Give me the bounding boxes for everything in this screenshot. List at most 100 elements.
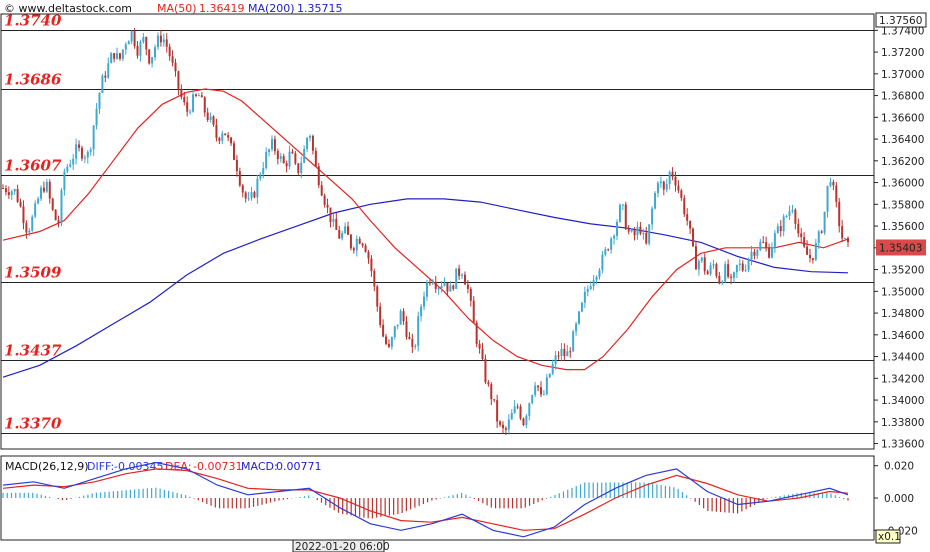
candle-body-206 (604, 249, 607, 255)
candle-body-120 (352, 248, 355, 251)
candle-body-241 (706, 271, 709, 275)
macd-title: MACD(26,12,9) (5, 460, 89, 473)
scale-box (875, 529, 901, 544)
candle-body-87 (256, 178, 259, 198)
ma200-value: 1.35715 (297, 2, 343, 15)
candle-body-232 (680, 190, 683, 198)
candle-body-263 (770, 246, 773, 258)
candle-body-5 (16, 189, 19, 202)
candle-body-114 (335, 218, 338, 230)
candle-body-228 (668, 171, 671, 184)
candle-body-102 (300, 162, 303, 173)
candle-body-170 (499, 421, 502, 425)
candle-body-235 (689, 220, 692, 229)
macd-lines (2, 461, 849, 538)
candle-body-164 (481, 348, 484, 359)
candle-body-268 (785, 216, 788, 218)
candle-body-272 (797, 223, 800, 234)
candle-body-205 (601, 254, 604, 271)
candle-body-1 (4, 188, 7, 193)
candle-body-217 (636, 226, 639, 236)
candle-body-29 (86, 151, 89, 158)
candle-body-37 (110, 53, 113, 64)
price-tick-label-11: 1.35200 (881, 265, 924, 277)
candle-body-15 (45, 181, 48, 192)
candle-body-110 (323, 195, 326, 205)
candle-body-273 (800, 233, 803, 238)
candle-body-216 (633, 229, 636, 236)
current-price-label: 1.35403 (879, 242, 922, 254)
candle-body-22 (66, 166, 69, 172)
candle-body-167 (490, 384, 493, 400)
price-tick-label-0: 1.37400 (881, 25, 924, 37)
candle-body-173 (507, 419, 510, 430)
candle-body-32 (95, 108, 98, 126)
top-price-box (875, 12, 927, 28)
price-tick-label-16: 1.34200 (881, 373, 924, 385)
candle-body-31 (92, 125, 95, 150)
candle-body-38 (113, 53, 116, 59)
candle-body-219 (642, 232, 645, 234)
candle-body-177 (519, 406, 522, 419)
candle-body-98 (288, 151, 291, 167)
dea-value: -0.00731 (193, 460, 242, 473)
candle-body-131 (385, 336, 388, 344)
candle-body-3 (10, 191, 13, 196)
support-resistance-levels: 1.3740 1.3686 1.3607 1.3509 1.3437 1.3370 (1, 12, 874, 434)
candle-body-132 (387, 343, 390, 347)
candle-body-61 (180, 88, 183, 97)
candle-body-182 (534, 385, 537, 395)
candle-body-25 (75, 144, 78, 159)
candle-body-23 (69, 164, 72, 167)
candle-body-66 (194, 94, 197, 96)
candle-body-280 (820, 231, 823, 233)
candle-body-68 (200, 95, 203, 98)
candle-body-121 (355, 238, 358, 251)
candle-body-48 (142, 37, 145, 42)
candle-body-99 (291, 151, 294, 154)
price-tick-label-13: 1.34800 (881, 308, 924, 320)
candle-body-180 (528, 403, 531, 416)
candle-body-115 (338, 229, 341, 239)
candle-body-69 (203, 97, 206, 113)
candle-body-285 (835, 185, 838, 202)
macd-tick-label-1: 0.000 (884, 493, 914, 505)
candle-body-168 (493, 399, 496, 401)
candle-body-96 (282, 156, 285, 164)
candle-body-145 (425, 282, 428, 297)
candle-body-287 (841, 226, 844, 239)
candle-body-222 (651, 208, 654, 225)
candle-body-35 (104, 75, 107, 78)
candle-body-28 (83, 157, 86, 159)
candle-body-126 (370, 258, 373, 271)
candle-body-43 (127, 41, 130, 45)
candle-body-261 (765, 242, 768, 248)
candle-body-162 (475, 322, 478, 344)
candle-body-193 (566, 351, 569, 357)
candle-body-160 (469, 288, 472, 301)
candle-body-30 (89, 149, 92, 152)
candle-body-119 (349, 234, 352, 249)
macd-histogram (2, 482, 849, 519)
candle-body-153 (449, 285, 452, 292)
candle-body-250 (732, 272, 735, 278)
level-label-5: 1.3370 (4, 415, 62, 433)
current-price-box (876, 239, 926, 256)
candle-body-14 (42, 187, 45, 192)
candle-body-130 (382, 324, 385, 337)
candle-body-248 (727, 264, 730, 277)
candle-body-83 (244, 192, 247, 199)
candle-body-112 (329, 207, 332, 222)
candle-body-125 (367, 252, 370, 259)
candle-body-234 (686, 214, 689, 221)
candle-body-282 (826, 185, 829, 212)
candle-body-100 (294, 153, 297, 164)
candle-body-274 (803, 237, 806, 247)
time-box (292, 539, 385, 552)
level-label-2: 1.3607 (4, 157, 62, 175)
candle-body-50 (148, 49, 151, 64)
candle-body-152 (446, 282, 449, 292)
candle-body-128 (376, 286, 379, 307)
candle-body-78 (230, 137, 233, 144)
